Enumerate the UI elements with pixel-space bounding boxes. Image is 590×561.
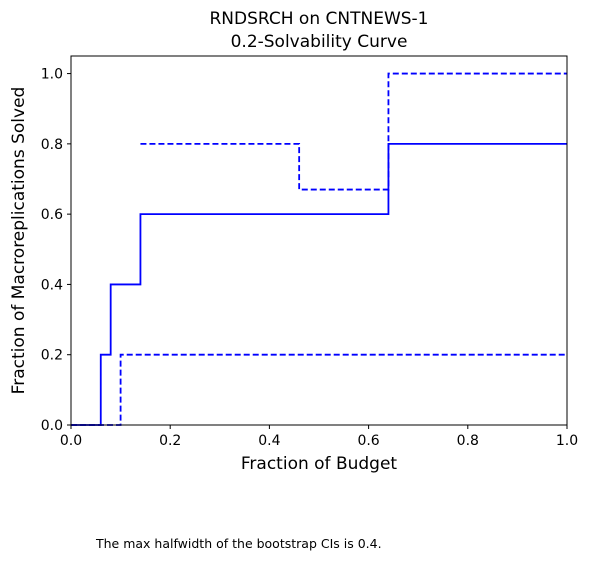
y-axis-ticks: 0.0 0.2 0.4 0.6 0.8 1.0 [41,67,71,434]
y-axis-label: Fraction of Macroreplications Solved [9,87,29,395]
series-line-2 [71,353,567,426]
series-line-3 [140,72,567,191]
bootstrap-note: The max halfwidth of the bootstrap CIs i… [95,536,382,551]
y-tick-label: 0.8 [41,137,63,153]
x-tick-label: 0.8 [457,433,479,449]
y-tick-label: 0.4 [41,277,63,293]
y-tick-label: 0.0 [41,418,63,434]
x-axis-ticks: 0.0 0.2 0.4 0.6 0.8 1.0 [60,425,578,449]
y-tick-label: 0.6 [41,207,63,223]
x-tick-label: 0.2 [159,433,181,449]
x-tick-label: 0.4 [258,433,280,449]
series-line-1 [71,142,567,426]
x-tick-label: 0.0 [60,433,82,449]
y-tick-label: 1.0 [41,67,63,83]
plot-lines [71,72,567,426]
chart-title: RNDSRCH on CNTNEWS-1 [210,9,429,29]
plot-frame [70,55,568,426]
x-tick-label: 0.6 [357,433,379,449]
x-axis-label: Fraction of Budget [241,454,398,474]
x-tick-label: 1.0 [556,433,578,449]
y-tick-label: 0.2 [41,348,63,364]
chart-subtitle: 0.2-Solvability Curve [231,32,408,52]
